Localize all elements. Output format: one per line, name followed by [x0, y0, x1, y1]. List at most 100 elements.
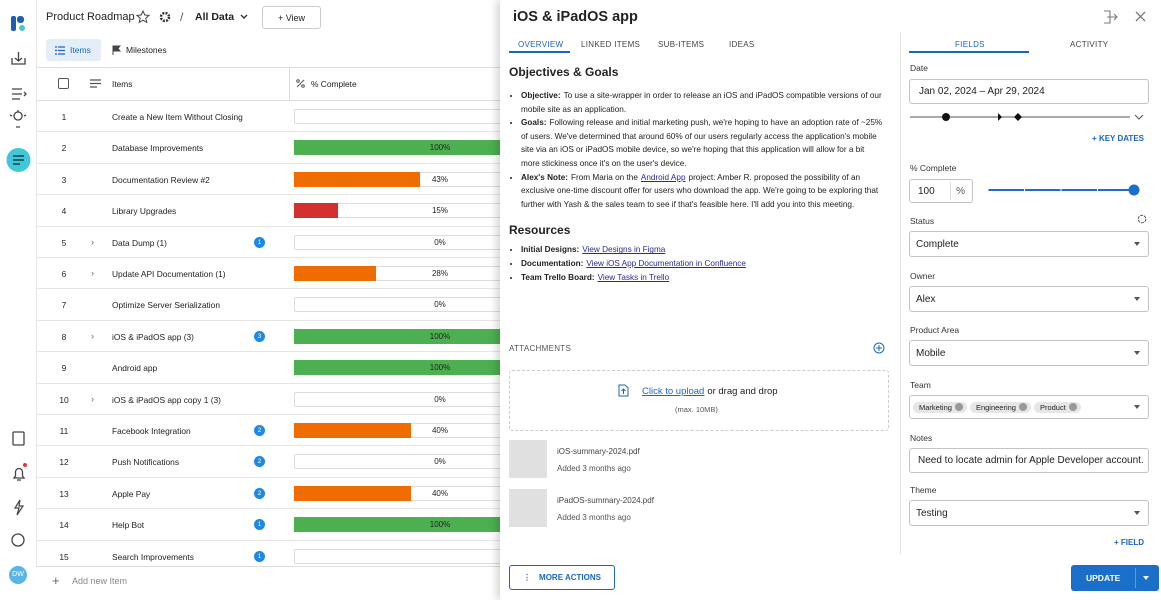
file-name[interactable]: iOS-summary-2024.pdf	[557, 447, 640, 456]
expand-toggle[interactable]: ›	[91, 330, 94, 341]
close-icon[interactable]	[1135, 11, 1146, 22]
add-attachment-icon[interactable]	[873, 342, 885, 354]
collapse-icon[interactable]	[1104, 10, 1118, 24]
chip-remove[interactable]	[954, 403, 963, 411]
roadmap-glyph	[13, 155, 24, 165]
team-chip[interactable]: Marketing	[913, 401, 967, 413]
expand-toggle[interactable]: ›	[91, 236, 94, 247]
file-thumbnail[interactable]	[509, 440, 547, 478]
milestones-tab[interactable]: Milestones	[126, 45, 167, 55]
avatar[interactable]	[9, 566, 27, 584]
date-input[interactable]: Jan 02, 2024 – Apr 29, 2024	[909, 79, 1149, 104]
ideas-icon[interactable]	[9, 110, 27, 128]
product-area-select[interactable]: Mobile	[909, 340, 1149, 366]
slider-thumb[interactable]	[1128, 184, 1140, 196]
contacts-icon[interactable]	[12, 431, 25, 446]
items-tab-icon	[55, 46, 65, 55]
upload-limit: (max. 10MB)	[675, 405, 718, 414]
item-badge: 1	[254, 519, 265, 531]
table-row[interactable]: 2 Database Improvements 100%	[36, 132, 586, 164]
status-select[interactable]: Complete	[909, 231, 1149, 257]
table-row[interactable]: 7 Optimize Server Serialization 0%	[36, 289, 586, 321]
theme-select[interactable]: Testing	[909, 500, 1149, 526]
list-icon[interactable]	[12, 88, 27, 100]
view-selector[interactable]: All Data	[195, 11, 235, 23]
table-row[interactable]: 8 › iOS & iPadOS app (3) 3 100%	[36, 321, 586, 353]
table-row[interactable]: 3 Documentation Review #2 43%	[36, 164, 586, 196]
upload-link[interactable]: Click to upload	[642, 386, 705, 397]
column-header[interactable]: % Complete	[311, 79, 357, 89]
progress-label: 100%	[429, 520, 451, 530]
percent-input[interactable]: 100%	[909, 179, 973, 203]
detail-tab[interactable]: SUB-ITEMS	[658, 40, 705, 49]
add-row[interactable]: Add new Item	[72, 576, 128, 586]
fields-tab[interactable]: ACTIVITY	[1070, 40, 1109, 49]
timeline-end[interactable]	[1014, 113, 1022, 121]
update-caret[interactable]	[1143, 576, 1149, 580]
table-row[interactable]: 10 › iOS & iPadOS app copy 1 (3) 0%	[36, 384, 586, 415]
row-number: 9	[61, 363, 67, 374]
settings-icon[interactable]	[159, 11, 171, 23]
file-thumbnail[interactable]	[509, 489, 547, 527]
more-actions-button[interactable]: ⋮ MORE ACTIONS	[509, 565, 615, 590]
sidebar-icons	[6, 16, 31, 584]
import-icon[interactable]	[11, 52, 26, 65]
file-name[interactable]: iPadOS-summary-2024.pdf	[557, 496, 654, 505]
row-number: 6	[61, 269, 67, 279]
bullet: Objective:To use a site-wrapper in order…	[521, 89, 884, 116]
add-field-button[interactable]: + FIELD	[1113, 538, 1144, 547]
timeline-expand[interactable]	[1134, 114, 1144, 120]
team-select[interactable]: Marketing Engineering Product	[909, 395, 1149, 419]
integrations-icon[interactable]	[13, 499, 25, 516]
timeline-marker[interactable]	[998, 113, 1002, 121]
update-button[interactable]: UPDATE	[1071, 565, 1159, 591]
select-all-checkbox[interactable]	[58, 78, 69, 89]
detail-tab[interactable]: LINKED ITEMS	[581, 40, 641, 49]
expand-toggle[interactable]: ›	[91, 393, 94, 404]
upload-icon	[618, 384, 629, 397]
bullet-link[interactable]: View iOS App Documentation in Confluence	[586, 258, 746, 268]
table-row[interactable]: 9 Android app 100%	[36, 352, 586, 384]
team-chip[interactable]: Engineering	[969, 401, 1031, 413]
tab-underline	[909, 51, 1029, 53]
percent-value: 100	[918, 185, 935, 197]
expand-toggle[interactable]: ›	[91, 268, 94, 278]
row-number: 5	[61, 237, 67, 248]
logo[interactable]	[11, 16, 16, 31]
key-dates-button[interactable]: + KEY DATES	[1092, 134, 1144, 143]
table-row[interactable]: 5 › Data Dump (1) 1 0%	[36, 227, 586, 258]
team-chip[interactable]: Product	[1033, 401, 1081, 413]
table-row[interactable]: 12 Push Notifications 2 0%	[36, 446, 586, 478]
chip-remove[interactable]	[1068, 403, 1077, 411]
upload-area[interactable]	[509, 370, 889, 431]
status-icon[interactable]	[1137, 214, 1147, 224]
table-row[interactable]: 4 Library Upgrades 15%	[36, 195, 586, 227]
fields-tab[interactable]: FIELDS	[955, 40, 985, 49]
detail-tab[interactable]: IDEAS	[729, 40, 755, 49]
items-tab[interactable]: Items	[70, 45, 91, 55]
owner-select[interactable]: Alex	[909, 286, 1149, 312]
percent-slider[interactable]	[980, 180, 1150, 200]
percent-column-icon	[296, 79, 305, 88]
notes-input[interactable]: Need to locate admin for Apple Developer…	[909, 448, 1149, 473]
table-row[interactable]: 6 › Update API Documentation (1) 28%	[36, 258, 586, 290]
help-icon[interactable]	[11, 533, 25, 547]
table-row[interactable]: 14 Help Bot 1 100%	[36, 509, 586, 541]
item-name: iOS & iPadOS app copy 1 (3)	[112, 394, 221, 405]
items-column-icon	[90, 79, 101, 88]
items-tab-bg[interactable]	[46, 39, 101, 61]
add-view-button[interactable]: + View	[262, 6, 321, 29]
table-row[interactable]: 13 Apple Pay 2 40%	[36, 478, 586, 510]
table-row[interactable]: 11 Facebook Integration 2 40%	[36, 415, 586, 447]
favorite-icon[interactable]	[136, 10, 151, 24]
bullet-link[interactable]: Android App	[640, 172, 686, 182]
bullet-link[interactable]: View Designs in Figma	[582, 245, 666, 255]
bullet-link[interactable]: View Tasks in Trello	[597, 272, 670, 282]
column-header[interactable]: Items	[112, 79, 133, 89]
notifications-icon[interactable]	[12, 467, 26, 481]
detail-tab[interactable]: OVERVIEW	[518, 40, 564, 49]
chip-remove[interactable]	[1018, 403, 1027, 411]
timeline-start[interactable]	[942, 113, 950, 121]
table-row[interactable]: 1 Create a New Item Without Closing	[36, 101, 586, 133]
